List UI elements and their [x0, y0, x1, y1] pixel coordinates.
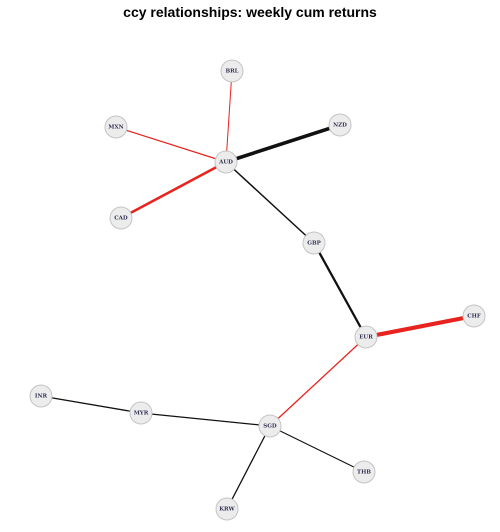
- node-label: CHF: [467, 314, 481, 320]
- node-circle: [302, 231, 326, 255]
- node-circle: [352, 460, 376, 484]
- node-chf: CHF: [462, 304, 486, 328]
- edge-aud-brl: [225, 70, 233, 163]
- edge-eur-chf: [365, 313, 475, 340]
- node-label: MXN: [108, 125, 123, 131]
- edge-aud-gbp: [225, 161, 315, 244]
- node-label: GBP: [307, 241, 320, 247]
- edge-aud-nzd: [225, 123, 341, 164]
- node-circle: [109, 206, 133, 230]
- node-eur: EUR: [354, 325, 378, 349]
- edge-aud-cad: [120, 160, 227, 220]
- node-label: BRL: [225, 69, 238, 75]
- chart-title: ccy relationships: weekly cum returns: [123, 4, 377, 20]
- node-nzd: NZD: [328, 113, 352, 137]
- node-circle: [462, 304, 486, 328]
- node-label: NZD: [333, 123, 347, 129]
- node-label: CAD: [114, 216, 128, 222]
- node-circle: [258, 414, 282, 438]
- node-circle: [129, 401, 153, 425]
- node-gbp: GBP: [302, 231, 326, 255]
- node-label: AUD: [218, 160, 233, 166]
- node-label: SGD: [263, 424, 277, 430]
- node-label: EUR: [359, 335, 373, 341]
- nodes-layer: BRL MXN NZD AUD CAD GBP CHF EUR INR MYR SGD THB KRW: [29, 59, 486, 521]
- node-krw: KRW: [215, 497, 239, 521]
- node-brl: BRL: [220, 59, 244, 83]
- node-circle: [328, 113, 352, 137]
- node-circle: [220, 59, 244, 83]
- edge-aud-mxn: [115, 126, 227, 163]
- node-circle: [104, 115, 128, 139]
- node-thb: THB: [352, 460, 376, 484]
- node-label: THB: [357, 470, 371, 476]
- node-myr: MYR: [129, 401, 153, 425]
- node-cad: CAD: [109, 206, 133, 230]
- edge-sgd-krw: [226, 425, 271, 510]
- edge-sgd-thb: [269, 425, 365, 473]
- node-mxn: MXN: [104, 115, 128, 139]
- node-circle: [214, 150, 238, 174]
- node-circle: [215, 497, 239, 521]
- node-circle: [29, 384, 53, 408]
- edge-gbp-eur: [312, 242, 368, 338]
- edge-myr-inr: [40, 395, 142, 414]
- node-aud: AUD: [214, 150, 238, 174]
- node-circle: [354, 325, 378, 349]
- edges-layer: [40, 70, 475, 510]
- edge-sgd-myr: [140, 412, 271, 427]
- node-inr: INR: [29, 384, 53, 408]
- node-label: INR: [35, 394, 48, 400]
- node-label: MYR: [134, 411, 149, 417]
- node-label: KRW: [219, 507, 235, 513]
- edge-eur-sgd: [269, 336, 367, 427]
- node-sgd: SGD: [258, 414, 282, 438]
